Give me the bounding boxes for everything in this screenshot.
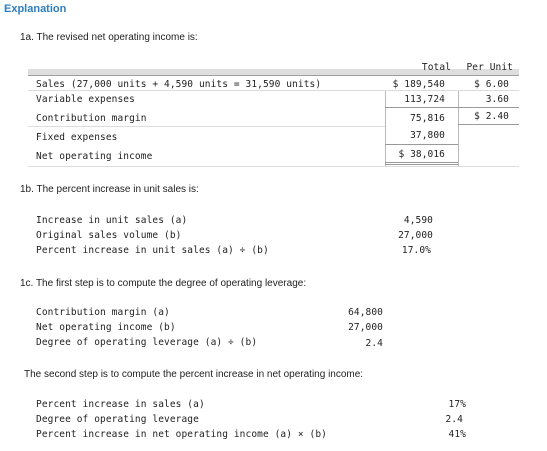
table-row-total: 37,800 (410, 130, 445, 141)
list-item-label: Percent increase in net operating income… (36, 429, 327, 440)
total-double-underline-2 (385, 164, 458, 165)
table-row-total: 75,816 (410, 113, 445, 124)
list-item-value: 41% (448, 429, 466, 440)
row-divider (28, 126, 385, 127)
list-item-label: Original sales volume (b) (36, 230, 182, 241)
total-double-underline-1 (385, 162, 458, 163)
list-item-value: 2.4 (365, 338, 383, 349)
table-header-shading (28, 69, 519, 75)
explanation-heading: Explanation (4, 3, 67, 15)
table-row-label: Fixed expenses (36, 132, 118, 143)
table-row-per-unit: $ 6.00 (474, 79, 509, 90)
column-header-total: Total (421, 62, 451, 73)
total-underline (385, 144, 458, 145)
column-divider-mid (458, 90, 459, 166)
table-row-per-unit: $ 2.40 (474, 111, 509, 122)
table-top-rule (28, 75, 519, 76)
list-item-label: Percent increase in sales (a) (36, 399, 205, 410)
list-item-label: Contribution margin (a) (36, 307, 170, 318)
table-row-total: $ 38,016 (398, 149, 445, 160)
list-item-label: Degree of operating leverage (36, 414, 199, 425)
list-item-value: 2.4 (445, 414, 463, 425)
list-item-label: Net operating income (b) (36, 322, 176, 333)
table-row-total: 113,724 (404, 94, 445, 105)
per-unit-double-underline (458, 124, 519, 125)
table-row-total: $ 189,540 (392, 79, 445, 90)
list-item-value: 64,800 (348, 307, 383, 318)
part-1d-label: The second step is to compute the percen… (24, 369, 364, 380)
column-divider-left (385, 90, 386, 166)
part-1c-label: 1c. The first step is to compute the deg… (20, 278, 307, 289)
list-item-value: 17% (448, 399, 466, 410)
table-row-label: Sales (27,000 units + 4,590 units = 31,5… (36, 79, 322, 90)
column-header-per-unit: Per Unit (466, 62, 513, 73)
list-item-value: 27,000 (398, 230, 433, 241)
table-bottom-rule (28, 166, 519, 167)
part-1b-label: 1b. The percent increase in unit sales i… (20, 184, 199, 195)
table-row-label: Variable expenses (36, 94, 135, 105)
list-item-label: Degree of operating leverage (a) ÷ (b) (36, 337, 258, 348)
list-item-value: 17.0% (401, 245, 431, 256)
per-unit-underline (458, 107, 519, 108)
table-row-label: Net operating income (36, 151, 153, 162)
part-1a-label: 1a. The revised net operating income is: (20, 32, 198, 43)
row-divider (28, 90, 519, 91)
list-item-value: 4,590 (403, 215, 433, 226)
list-item-label: Increase in unit sales (a) (36, 215, 188, 226)
table-row-per-unit: 3.60 (485, 94, 509, 105)
table-row-label: Contribution margin (36, 113, 147, 124)
total-underline (385, 107, 458, 108)
list-item-label: Percent increase in unit sales (a) ÷ (b) (36, 245, 269, 256)
list-item-value: 27,000 (348, 322, 383, 333)
